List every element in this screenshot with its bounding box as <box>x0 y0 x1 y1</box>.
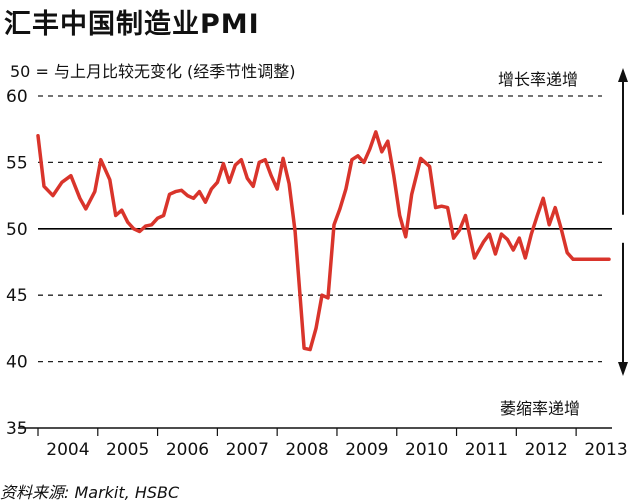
chart-title: 汇丰中国制造业PMI <box>4 9 260 40</box>
axis-layer: 35 40 45 50 55 60 2004 2005 2006 2007 2008 2009 2010… <box>6 87 628 460</box>
x-tick-label: 2008 <box>285 440 328 460</box>
source-note: 资料来源: Markit, HSBC <box>0 483 180 502</box>
x-tick-label: 2010 <box>405 440 448 460</box>
x-tick-label: 2011 <box>465 440 508 460</box>
y-tick-label: 40 <box>6 353 28 373</box>
x-tick-label: 2009 <box>345 440 388 460</box>
x-tick-label: 2012 <box>525 440 568 460</box>
x-tick-label: 2007 <box>226 440 269 460</box>
series-layer <box>36 130 611 352</box>
pmi-series-line <box>36 130 611 352</box>
x-tick-label: 2006 <box>166 440 209 460</box>
y-tick-label: 60 <box>6 87 28 107</box>
up-arrow-head <box>618 68 628 82</box>
y-tick-label: 55 <box>6 153 28 173</box>
y-tick-label: 35 <box>6 419 28 439</box>
y-tick-label: 50 <box>6 220 28 240</box>
direction-arrows <box>618 68 628 376</box>
x-tick-label: 2013 <box>584 440 627 460</box>
grid-layer <box>38 95 612 363</box>
y-tick-label: 45 <box>6 286 28 306</box>
x-tick-label: 2005 <box>106 440 149 460</box>
down-arrow-head <box>618 362 628 376</box>
contraction-note: 萎缩率递增 <box>500 399 581 418</box>
x-tick-label: 2004 <box>46 440 89 460</box>
growth-note: 增长率递增 <box>498 70 579 89</box>
chart-subtitle: 50 = 与上月比较无变化 (经季节性调整) <box>10 62 296 81</box>
